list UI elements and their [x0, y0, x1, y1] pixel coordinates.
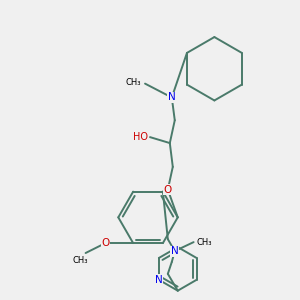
Text: CH₃: CH₃ [196, 238, 212, 247]
Text: N: N [171, 246, 178, 256]
Text: N: N [168, 92, 176, 103]
Text: O: O [164, 184, 172, 195]
Text: CH₃: CH₃ [126, 78, 141, 87]
Text: O: O [101, 238, 110, 248]
Text: N: N [155, 275, 163, 285]
Text: CH₃: CH₃ [73, 256, 88, 265]
Text: HO: HO [133, 132, 148, 142]
